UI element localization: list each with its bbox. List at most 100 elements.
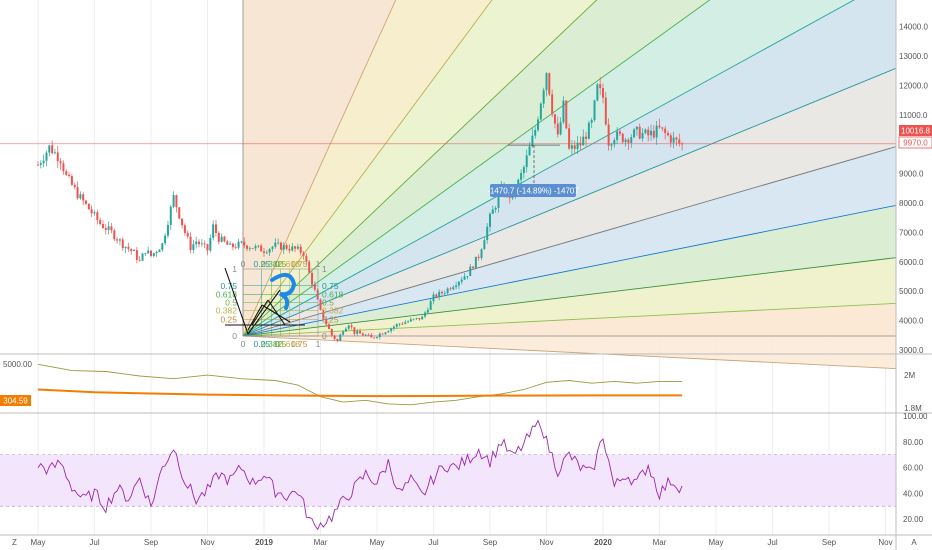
fib-speed-fan-box[interactable]: 110.750.750.6180.6180.50.50.3820.3820.25… — [216, 259, 344, 349]
candle-body — [466, 275, 469, 277]
fan-wedge — [243, 0, 896, 336]
candle-body — [342, 331, 345, 335]
candle-body — [477, 256, 480, 258]
candle-body — [107, 226, 110, 230]
candle-body — [87, 203, 90, 210]
candle-body — [407, 321, 410, 323]
candle-body — [231, 243, 234, 248]
rsi-tick-label: 100.00 — [903, 412, 928, 421]
price-tick-label: 3000.0 — [899, 346, 924, 355]
candle-body — [681, 143, 684, 145]
measure-tool[interactable]: -1470.7 (-14.89%) -14707 — [487, 144, 579, 197]
fib-bottom-label: 0.75 — [291, 339, 308, 349]
candle-body — [361, 333, 364, 336]
candle-body — [79, 194, 82, 199]
candle-body — [596, 84, 599, 101]
candle-body — [65, 171, 68, 175]
candle-body — [576, 142, 579, 149]
fib-level-label-right: 0.382 — [322, 305, 344, 315]
candle-body — [93, 212, 96, 214]
price-tick-label: 5000.0 — [899, 287, 924, 296]
candle-body — [638, 126, 641, 139]
time-tick-label: Sep — [822, 538, 837, 547]
candle-body — [313, 284, 316, 290]
candle-body — [531, 135, 534, 147]
candle-body — [178, 207, 181, 219]
candle-body — [359, 331, 362, 334]
candle-body — [308, 261, 311, 273]
fan-ray — [242, 0, 397, 337]
candle-body — [127, 246, 130, 249]
time-tick-label: May — [708, 538, 723, 547]
indicator-panel — [37, 363, 683, 406]
corner-label-left[interactable]: Z — [12, 538, 17, 547]
candle-body — [480, 249, 483, 258]
gann-fan[interactable] — [0, 0, 897, 370]
candle-body — [271, 246, 274, 250]
candle-body — [195, 241, 198, 245]
pattern-line — [224, 267, 249, 335]
candle-body — [624, 139, 627, 143]
candle-body — [373, 337, 376, 339]
candle-body — [392, 326, 395, 329]
indicator-tick-label: 5000.00 — [3, 360, 32, 369]
candle-body — [599, 84, 602, 89]
time-tick-label: Sep — [144, 538, 159, 547]
time-axis[interactable]: May Jul Sep Nov 2019 Mar May Jul Sep Nov 2020 Mar Ma… — [30, 538, 892, 547]
candle-body — [489, 213, 491, 227]
candle-body — [658, 125, 661, 128]
candle-body — [443, 293, 446, 294]
fib-level-label-right: 0.5 — [322, 298, 334, 308]
fib-level-label-left: 0.618 — [216, 290, 238, 300]
pattern-line — [251, 299, 269, 326]
candle-body — [483, 240, 486, 250]
candle-body — [395, 324, 398, 327]
candle-body — [51, 145, 54, 154]
candle-body — [198, 241, 201, 245]
pattern-line — [247, 289, 281, 335]
candle-body — [42, 160, 45, 164]
candle-body — [548, 73, 551, 95]
candle-body — [45, 152, 48, 161]
candle-body — [39, 163, 42, 165]
candle-body — [415, 317, 418, 319]
fib-top-label: 0.618 — [279, 259, 301, 269]
candle-body — [652, 130, 655, 138]
candle-body — [223, 236, 226, 242]
candle-body — [62, 163, 65, 172]
candle-body — [424, 312, 427, 317]
fan-ray — [242, 0, 493, 337]
candle-body — [203, 243, 206, 245]
fan-ray — [242, 67, 897, 337]
candle-body — [390, 328, 393, 332]
corner-label-right[interactable]: A — [911, 538, 917, 547]
time-tick-label: 2020 — [594, 538, 612, 547]
candle-body — [260, 245, 263, 252]
fib-bottom-label: 0.25 — [253, 339, 270, 349]
candle-body — [327, 324, 330, 329]
candle-body — [378, 333, 381, 338]
candle-body — [429, 301, 432, 310]
candle-body — [48, 145, 51, 153]
candle-body — [607, 124, 610, 146]
candle-body — [565, 100, 568, 129]
fan-ray — [242, 0, 598, 337]
time-tick-label: Nov — [539, 538, 553, 547]
candle-body — [551, 94, 554, 115]
fan-ray — [242, 0, 711, 337]
candle-body — [585, 136, 588, 139]
time-tick-label: May — [30, 538, 45, 547]
rsi-line — [37, 419, 683, 531]
candle-body — [90, 209, 93, 214]
indicator-line — [37, 363, 683, 406]
candle-body — [553, 114, 556, 124]
candle-body — [582, 136, 585, 146]
candle-body — [602, 88, 604, 98]
candle-body — [319, 299, 322, 310]
candle-body — [613, 140, 616, 145]
candle-body — [440, 291, 443, 294]
candle-body — [116, 239, 119, 241]
hand-drawn-arrow — [270, 272, 297, 310]
candle-body — [647, 129, 650, 136]
